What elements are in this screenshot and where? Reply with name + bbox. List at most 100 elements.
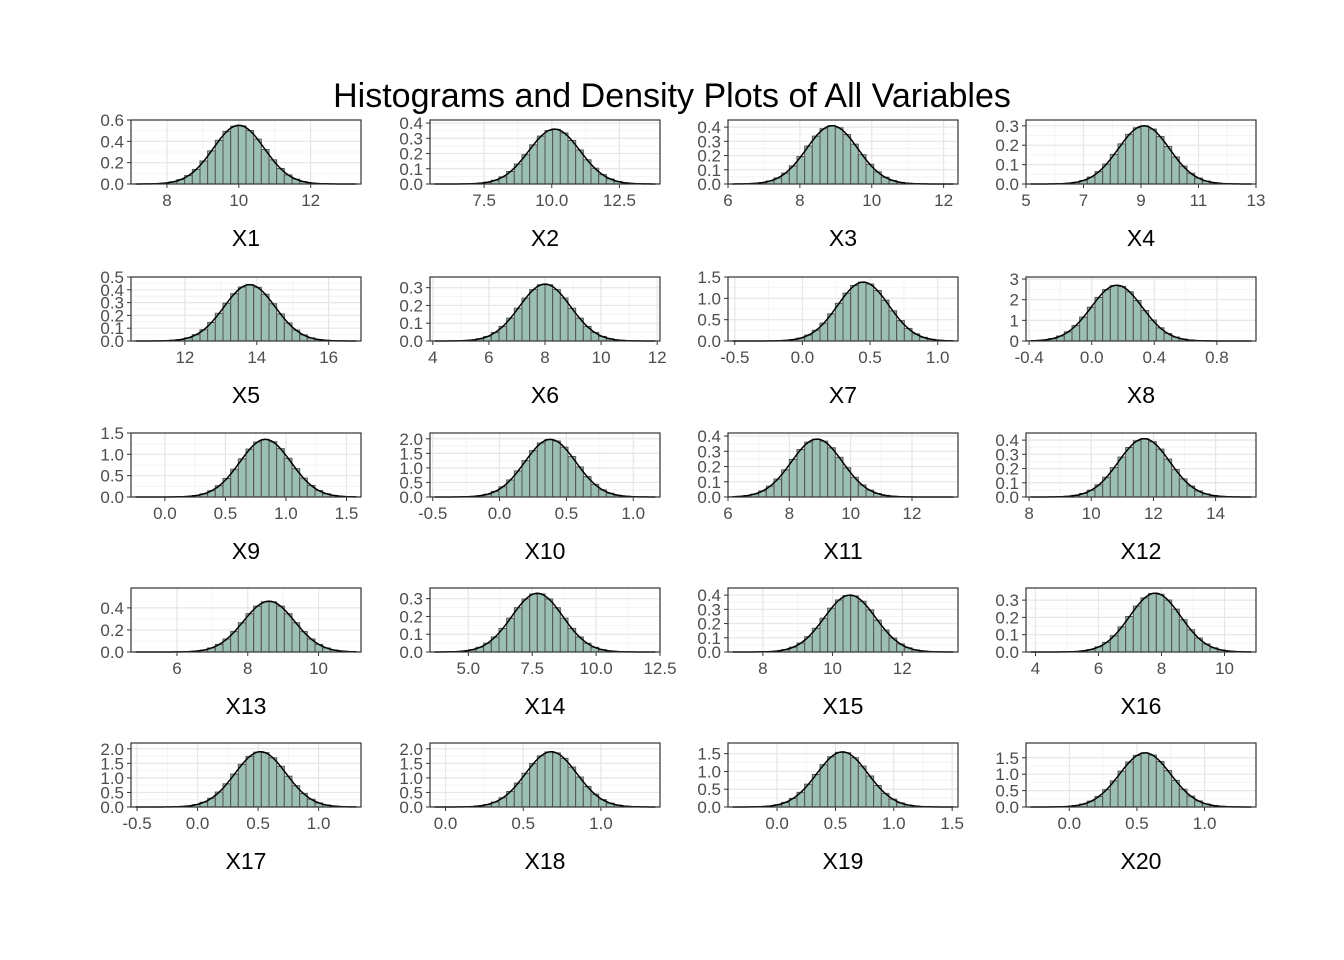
histogram-bar [1132,754,1142,808]
histogram-bar [834,127,844,185]
x-axis-label: X9 [232,538,260,564]
panel-border [130,742,362,808]
histogram-bar [276,448,285,498]
histogram-bar [268,441,278,498]
histogram-bar [827,607,836,653]
y-tick-label: 0.3 [697,442,721,461]
y-tick-label: 2 [1010,291,1019,310]
y-tick-label: 0.3 [399,590,423,609]
histogram-bar [245,448,255,498]
histogram-bar [529,450,538,498]
x-tick-label: 0.0 [1057,814,1081,833]
y-tick-label: 0.2 [995,608,1019,627]
y-tick-label: 0.0 [697,175,721,194]
histogram-bar [230,773,239,808]
y-tick-label: 0.2 [399,296,423,315]
x-tick-label: 0.5 [214,504,238,523]
histogram-bar [811,135,821,185]
x-tick-label: 10.0 [580,659,613,678]
histogram-bar [237,763,247,808]
histogram-bar [880,299,890,342]
y-tick-label: 0.3 [995,591,1019,610]
y-tick-label: 0.2 [399,145,423,164]
panel-x9: 0.0 0.5 1.0 1.5 0.0 0.5 1.0 1.5 X9 [100,424,362,564]
y-tick-label: 0.1 [399,160,423,179]
x-tick-label: 10 [309,659,328,678]
x-tick-label: 1.0 [589,814,613,833]
y-tick-label: 0.2 [697,615,721,634]
y-tick-label: 1.0 [399,769,423,788]
histogram-bar [260,293,270,342]
histogram-bar [834,599,844,653]
histogram-bar [529,763,538,808]
histogram-bar [842,292,852,342]
histogram-bar [521,772,531,808]
y-tick-label: 0.0 [100,798,124,817]
y-tick-label: 0.1 [697,161,721,180]
panel-border [727,276,959,342]
histogram-bar [857,281,867,342]
histogram-bar [827,756,836,808]
x-axis-label: X1 [232,225,260,251]
panel-x15: 8 10 12 0.00.10.20.30.4 X15 [697,586,959,719]
y-tick-label: 0.1 [995,156,1019,175]
panel-x4: 5 7 9 11 13 0.00.10.20.3 X4 [995,117,1265,251]
density-curve [732,751,954,808]
y-tick-label: 0.6 [100,111,124,130]
panel-border [727,432,959,498]
x-tick-label: 0.5 [246,814,270,833]
histogram-bar [1125,446,1134,498]
y-tick-label: 0.4 [100,281,124,300]
x-axis-label: X7 [829,382,857,408]
y-tick-label: 1.5 [100,754,124,773]
histogram-bar [276,765,285,808]
panel-x8: -0.4 0.0 0.4 0.8 0 12 3 X8 [1010,270,1257,408]
y-tick-label: 0.2 [697,458,721,477]
y-tick-label: 0.4 [697,118,721,137]
y-tick-label: 0.0 [995,643,1019,662]
x-axis-label: X3 [829,225,857,251]
x-axis-label: X8 [1127,382,1155,408]
histogram-bar [253,441,262,498]
histogram-bar [506,617,515,653]
x-tick-label: 0.5 [511,814,535,833]
x-tick-label: 1.0 [926,348,950,367]
histogram-bar [1148,128,1157,185]
x-tick-label: 8 [243,659,252,678]
histogram-bar [552,607,561,653]
histogram-bar [552,752,561,808]
histogram-bar [850,285,859,342]
histogram-bar [291,622,301,653]
y-tick-label: 2.0 [399,430,423,449]
x-tick-label: 12 [1144,504,1163,523]
histogram-bar [513,607,523,653]
panel-border [1025,276,1257,342]
histogram-bar [544,439,554,498]
y-tick-label: 0.1 [100,319,124,338]
histogram-bar [834,456,844,498]
y-tick-label: 0.5 [399,783,423,802]
figure-title: Histograms and Density Plots of All Vari… [333,77,1011,115]
panel-border [130,587,362,653]
x-tick-label: 8 [795,191,804,210]
panel-border [130,276,362,342]
histogram-bar [1148,593,1157,653]
x-tick-label: 8 [540,348,549,367]
histogram-bar [521,460,531,498]
x-tick-label: 12.5 [603,191,636,210]
histogram-bar [529,593,538,653]
panel-x11: 6 8 10 12 0.00.10.20.30.4 X11 [697,427,959,564]
histogram-bar [544,129,554,185]
histogram-bar [567,139,577,185]
histogram-bar [842,595,852,653]
x-tick-label: 14 [247,348,266,367]
x-tick-label: 0.0 [765,814,789,833]
x-axis-label: X5 [232,382,260,408]
y-tick-label: 0.3 [697,132,721,151]
histogram-bar [559,297,569,342]
histogram-bar [253,605,262,653]
histogram-bar [865,283,875,342]
histogram-bar [1140,752,1150,808]
